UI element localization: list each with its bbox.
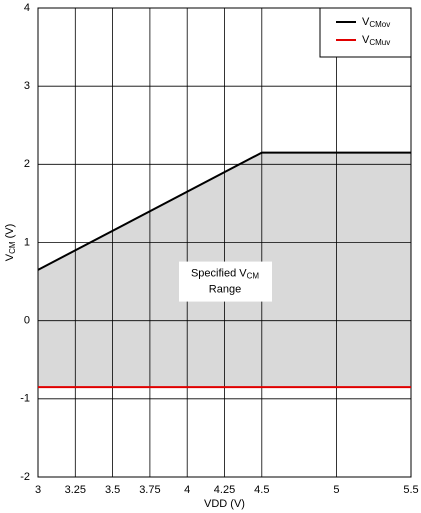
x-tick-label: 3.25 <box>65 484 86 496</box>
annotation-box <box>179 261 272 302</box>
x-tick-label: 4.25 <box>214 484 235 496</box>
series-line <box>37 151 411 271</box>
annotation: Range <box>209 283 241 295</box>
y-axis-label: VCM (V) <box>4 224 17 262</box>
annotation: Specified VCM <box>191 267 259 280</box>
legend-label: VCMov <box>362 16 390 29</box>
legend-box <box>319 7 412 58</box>
x-tick-label: 3.75 <box>139 484 160 496</box>
y-tick-label: -2 <box>20 471 30 483</box>
x-tick-label: 4 <box>184 484 190 496</box>
y-tick-label: 2 <box>24 158 30 170</box>
x-tick-label: 3 <box>35 484 41 496</box>
y-tick-label: -1 <box>20 393 30 405</box>
y-tick-label: 0 <box>24 315 30 327</box>
x-tick-label: 3.5 <box>105 484 120 496</box>
legend-label: VCMuv <box>362 34 390 47</box>
y-tick-label: 4 <box>24 2 30 14</box>
y-tick-label: 1 <box>24 236 30 248</box>
x-axis-label: VDD (V) <box>204 498 245 510</box>
x-tick-label: 5 <box>333 484 339 496</box>
x-tick-label: 4.5 <box>254 484 269 496</box>
plot-border <box>37 7 412 478</box>
x-tick-label: 5.5 <box>403 484 418 496</box>
y-tick-label: 3 <box>24 80 30 92</box>
